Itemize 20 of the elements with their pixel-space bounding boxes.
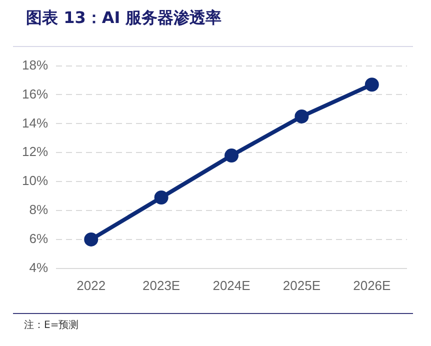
- x-tick-label: 2024E: [212, 278, 251, 293]
- y-tick-label: 10%: [22, 173, 48, 188]
- x-tick-label: 2025E: [282, 278, 321, 293]
- y-tick-label: 6%: [29, 231, 48, 246]
- point: [364, 78, 379, 92]
- point: [84, 232, 98, 246]
- text: 注：E=预测: [24, 318, 79, 332]
- point: [224, 148, 239, 163]
- point: [154, 190, 168, 204]
- y-tick-label: 14%: [22, 115, 48, 130]
- y-tick-label: 16%: [22, 86, 48, 102]
- y-tick-label: 12%: [22, 144, 48, 160]
- x-tick-label: 2023E: [142, 278, 180, 293]
- x-tick-label: 2026E: [353, 278, 392, 293]
- chart-title: 图表 13：AI 服务器渗透率: [26, 8, 222, 29]
- x-tick-label: 2022: [76, 278, 106, 293]
- y-tick-label: 18%: [22, 57, 48, 72]
- y-tick-label: 8%: [29, 202, 48, 218]
- point: [294, 109, 309, 124]
- y-tick-label: 4%: [29, 260, 48, 275]
